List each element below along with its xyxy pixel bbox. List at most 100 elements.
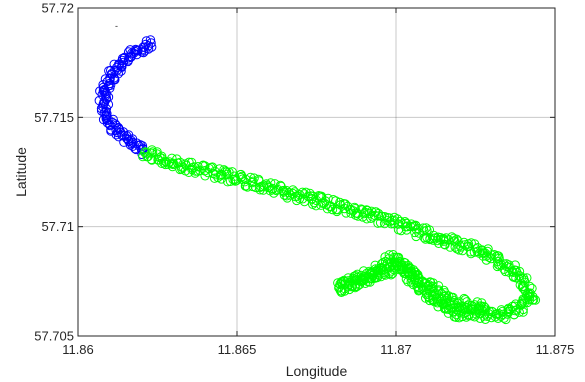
y-axis-label: Latitude [13, 147, 29, 197]
data-point [98, 99, 109, 109]
x-tick-label: 11.87 [380, 342, 412, 357]
data-point [186, 157, 197, 168]
data-point [229, 171, 240, 181]
data-point [527, 295, 538, 305]
data-point [397, 261, 408, 271]
data-point [429, 230, 439, 241]
data-point [360, 207, 370, 218]
data-point [266, 178, 276, 188]
y-tick-label: 57.71 [41, 219, 74, 234]
data-point [116, 66, 126, 76]
x-tick-label: 11.86 [62, 342, 94, 357]
data-point [439, 235, 449, 245]
data-point [135, 140, 146, 150]
data-point [373, 208, 384, 219]
data-point [364, 208, 375, 219]
data-point [442, 294, 452, 304]
data-point [480, 248, 490, 258]
data-point [247, 177, 257, 188]
data-point [518, 283, 528, 293]
data-point [421, 293, 431, 303]
data-point [510, 260, 520, 270]
data-point [292, 195, 302, 206]
axis-ticks: 11.86 11.865 11.87 11.875 57.705 57.71 57.715 5… [34, 1, 574, 358]
data-point [511, 299, 521, 309]
data-point [444, 291, 454, 301]
data-point [111, 125, 121, 136]
data-point [190, 166, 201, 176]
data-point [124, 136, 134, 147]
data-point [146, 148, 157, 159]
grid-layer [77, 7, 556, 337]
data-point [114, 60, 125, 70]
data-point [101, 112, 112, 123]
y-tick-label: 57.715 [34, 110, 74, 125]
data-point [96, 103, 107, 114]
data-point [327, 204, 338, 215]
data-point [328, 195, 338, 205]
data-point [333, 205, 343, 215]
data-point [168, 158, 179, 169]
data-point [463, 300, 473, 310]
data-point [449, 296, 459, 306]
data-point [407, 274, 417, 284]
data-point [480, 309, 490, 319]
data-point [528, 291, 538, 302]
data-point [475, 303, 485, 313]
data-points [94, 35, 541, 325]
data-point [454, 245, 464, 255]
data-point [452, 244, 462, 254]
data-point [103, 99, 114, 110]
data-point [391, 252, 401, 262]
data-point [377, 259, 387, 269]
data-point [146, 38, 156, 48]
data-point [130, 47, 140, 57]
series-0 [94, 35, 157, 160]
data-point [472, 246, 482, 257]
data-point [514, 307, 524, 317]
data-point [359, 208, 369, 219]
plot-frame [77, 7, 556, 337]
data-point [512, 267, 522, 278]
data-point [259, 180, 269, 191]
data-point [235, 170, 246, 180]
data-point [432, 296, 442, 306]
data-point [98, 86, 109, 96]
data-point [216, 169, 226, 179]
data-point [372, 272, 382, 283]
data-point [418, 282, 429, 292]
data-point [373, 211, 384, 221]
data-point [278, 185, 289, 196]
data-point [502, 309, 512, 319]
data-point [334, 283, 344, 293]
data-point [454, 313, 464, 323]
x-tick-label: 11.875 [536, 342, 575, 357]
data-point [365, 267, 376, 278]
data-point [386, 219, 396, 229]
data-point [288, 188, 298, 199]
data-point [481, 255, 492, 265]
chart-annotation: - [115, 21, 118, 31]
data-point [126, 135, 136, 145]
data-point [241, 181, 251, 191]
data-point [448, 307, 458, 317]
x-axis-label: Longitude [286, 363, 348, 379]
data-point [400, 222, 411, 232]
data-point [264, 182, 274, 193]
y-tick-label: 57.705 [34, 329, 74, 344]
data-point [340, 283, 350, 294]
data-point [469, 300, 480, 310]
data-point [445, 296, 455, 306]
data-point [105, 73, 115, 83]
data-point [512, 305, 522, 315]
data-point [362, 214, 372, 224]
data-point [258, 182, 268, 192]
data-point [374, 270, 384, 280]
data-point [501, 314, 511, 325]
data-point [433, 281, 444, 291]
data-point [454, 297, 464, 307]
data-point [140, 147, 150, 158]
data-point [522, 273, 532, 283]
series-1 [138, 145, 541, 325]
